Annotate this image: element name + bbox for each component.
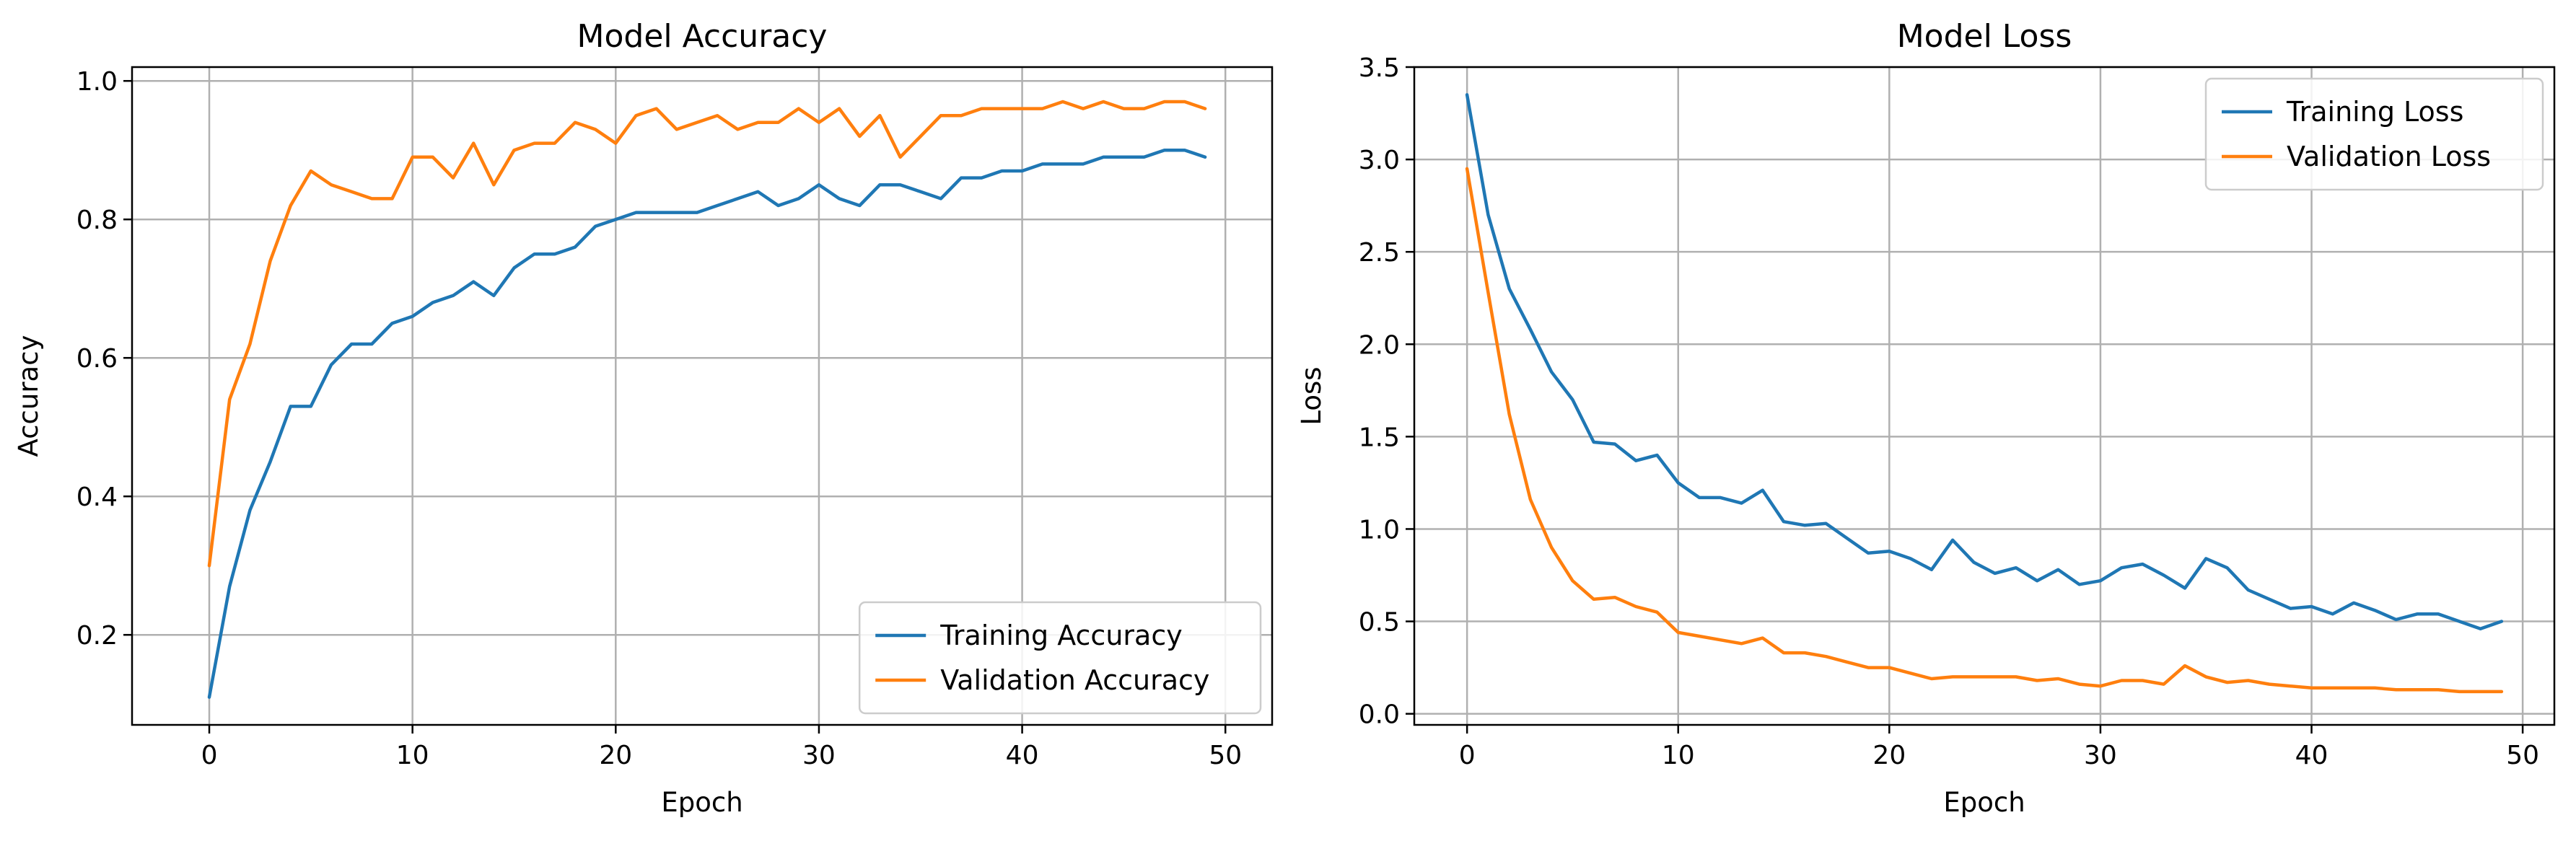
subplot-1: 0 10 20 30 40 50 0.2 0.4 0.6 0.8 1.0 Model Accuracy… (13, 18, 1274, 818)
subplot-2: 0 10 20 30 40 50 0.0 0.5 1.0 1.5 2.0 2.5 3.0 3.5 Model… (1296, 18, 2556, 818)
y-tick-label: 0.2 (76, 621, 118, 651)
legend: Training Accuracy Validation Accuracy (858, 601, 1262, 715)
y-tick-label: 0.4 (76, 483, 118, 512)
plot-frame (1413, 66, 2556, 726)
y-tick-label: 2.0 (1359, 330, 1400, 360)
legend-label: Validation Accuracy (940, 664, 1209, 696)
series-line-validation-accuracy (207, 100, 1207, 568)
y-tick-label: 2.5 (1359, 238, 1400, 268)
x-tick-label: 0 (201, 741, 218, 770)
y-tick-label: 3.0 (1359, 146, 1400, 175)
x-tick-label: 50 (2506, 741, 2539, 770)
y-tick-label: 1.5 (1359, 423, 1400, 452)
x-tick-label: 10 (396, 741, 429, 770)
x-tick-label: 40 (2295, 741, 2329, 770)
legend-label: Training Accuracy (939, 620, 1183, 651)
legend-label: Validation Loss (2287, 141, 2491, 172)
legend-box (2204, 77, 2544, 191)
legend-label: Training Loss (2286, 96, 2463, 128)
chart-title: Model Accuracy (577, 18, 828, 55)
x-tick-label: 30 (2084, 741, 2117, 770)
series-line-training-accuracy (207, 148, 1207, 699)
y-axis-label: Accuracy (13, 335, 44, 457)
series-line-validation-loss (1465, 167, 2504, 694)
y-axis-label: Loss (1296, 366, 1327, 425)
x-tick-label: 40 (1006, 741, 1039, 770)
plot-frame (131, 66, 1274, 726)
x-tick-label: 20 (1872, 741, 1906, 770)
y-tick-label: 1.0 (1359, 515, 1400, 545)
y-tick-label: 0.0 (1359, 700, 1400, 730)
y-tick-label: 0.5 (1359, 608, 1400, 638)
legend-box (858, 601, 1262, 715)
x-tick-label: 0 (1459, 741, 1476, 770)
y-tick-label: 1.0 (76, 67, 118, 97)
x-axis-label: Epoch (661, 787, 742, 818)
x-axis-label: Epoch (1943, 787, 2025, 818)
x-tick-label: 50 (1209, 741, 1242, 770)
legend: Training Loss Validation Loss (2204, 77, 2544, 191)
chart-title: Model Loss (1897, 18, 2072, 55)
y-tick-label: 0.6 (76, 344, 118, 374)
x-tick-label: 10 (1662, 741, 1695, 770)
y-tick-label: 3.5 (1359, 53, 1400, 83)
x-tick-label: 20 (599, 741, 632, 770)
series-line-training-loss (1465, 93, 2504, 631)
y-tick-label: 0.8 (76, 206, 118, 235)
x-tick-label: 30 (802, 741, 836, 770)
